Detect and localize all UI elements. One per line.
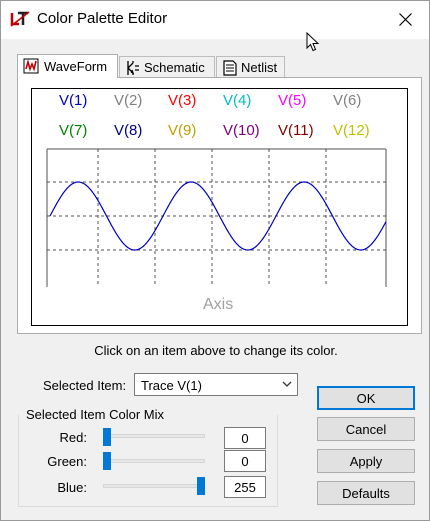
ok-button[interactable]: OK	[317, 386, 415, 410]
legend-item-v4[interactable]: V(4)	[223, 92, 252, 109]
legend-item-v7[interactable]: V(7)	[59, 122, 88, 139]
tab-label: WaveForm	[44, 59, 108, 74]
color-mix-title: Selected Item Color Mix	[25, 407, 165, 422]
color-mix-group	[18, 415, 278, 507]
apply-button[interactable]: Apply	[317, 449, 415, 473]
selected-item-value: Trace V(1)	[141, 378, 202, 393]
tab-label: Netlist	[241, 60, 278, 75]
waveform-icon	[23, 58, 39, 74]
close-button[interactable]	[383, 1, 429, 39]
legend-item-v8[interactable]: V(8)	[114, 122, 143, 139]
defaults-button[interactable]: Defaults	[317, 481, 415, 505]
blue-label: Blue:	[57, 480, 87, 495]
green-slider-thumb[interactable]	[103, 452, 111, 470]
waveform-tab-panel: V(1) V(2) V(3) V(4) V(5) V(6) V(7) V(8) V(9) V(10…	[17, 77, 422, 334]
close-icon	[399, 13, 412, 26]
hint-text: Click on an item above to change its col…	[94, 343, 338, 358]
blue-slider-track[interactable]	[103, 484, 205, 488]
tab-netlist[interactable]: Netlist	[216, 56, 285, 77]
legend-item-v2[interactable]: V(2)	[114, 92, 143, 109]
tab-schematic[interactable]: Schematic	[119, 56, 215, 77]
legend-item-v9[interactable]: V(9)	[168, 122, 197, 139]
legend-item-v10[interactable]: V(10)	[223, 122, 260, 139]
netlist-icon	[223, 60, 237, 76]
legend-item-v6[interactable]: V(6)	[333, 92, 362, 109]
blue-value-field[interactable]: 255	[224, 476, 266, 498]
tab-label: Schematic	[144, 60, 205, 75]
cancel-button[interactable]: Cancel	[317, 417, 415, 441]
title-bar: Color Palette Editor	[1, 1, 429, 39]
selected-item-dropdown[interactable]: Trace V(1)	[134, 373, 298, 396]
selected-item-label: Selected Item:	[43, 378, 127, 393]
axis-label[interactable]: Axis	[203, 296, 234, 313]
waveform-preview: V(1) V(2) V(3) V(4) V(5) V(6) V(7) V(8) V(9) V(10…	[31, 88, 408, 326]
green-label: Green:	[47, 454, 87, 469]
red-value-field[interactable]: 0	[224, 427, 266, 449]
green-value-field[interactable]: 0	[224, 450, 266, 472]
tab-waveform[interactable]: WaveForm	[17, 54, 118, 78]
window-title: Color Palette Editor	[37, 10, 168, 27]
legend-item-v12[interactable]: V(12)	[333, 122, 370, 139]
chevron-down-icon	[282, 381, 292, 387]
legend-item-v11[interactable]: V(11)	[278, 122, 314, 139]
schematic-icon	[127, 61, 139, 75]
red-slider-thumb[interactable]	[103, 428, 111, 446]
blue-slider-thumb[interactable]	[197, 477, 205, 495]
ltspice-logo-icon	[10, 11, 30, 27]
sine-trace[interactable]	[49, 181, 387, 251]
legend-item-v1[interactable]: V(1)	[59, 92, 88, 109]
mouse-cursor-icon	[306, 32, 320, 52]
green-slider-track[interactable]	[103, 459, 205, 463]
red-slider-track[interactable]	[103, 434, 205, 438]
red-label: Red:	[59, 430, 87, 445]
legend-item-v3[interactable]: V(3)	[168, 92, 197, 109]
legend-item-v5[interactable]: V(5)	[278, 92, 307, 109]
waveform-plot[interactable]	[32, 89, 407, 325]
